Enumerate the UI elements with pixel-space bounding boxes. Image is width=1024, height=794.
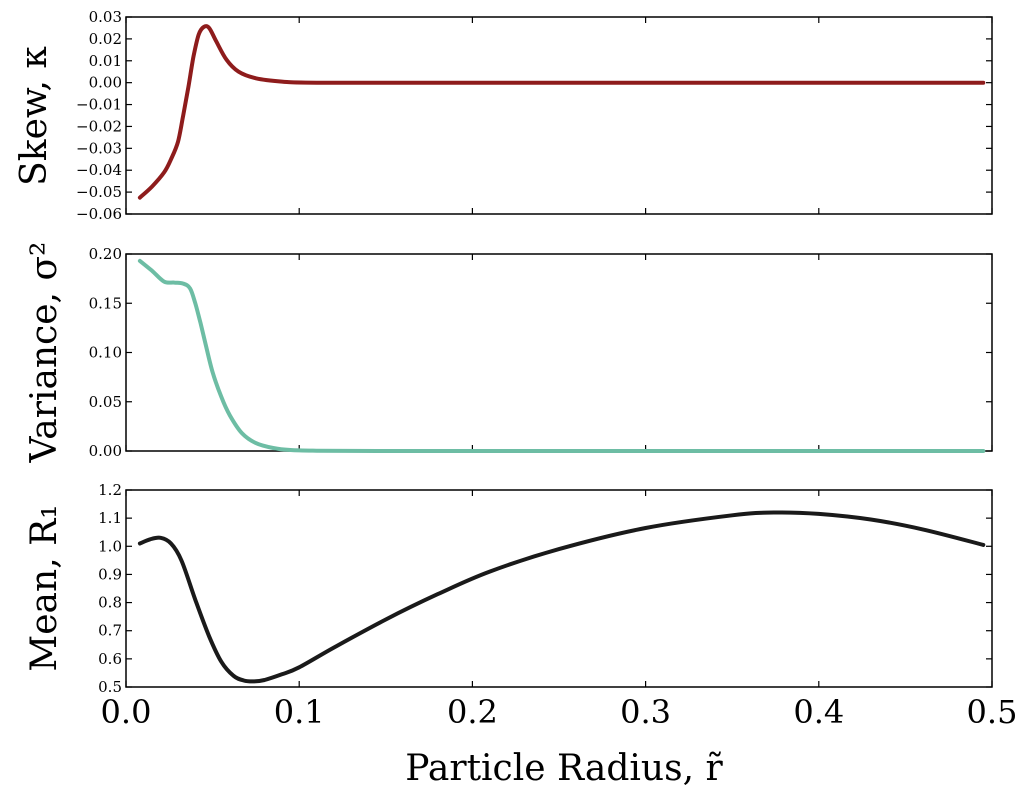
mean-y-ticks: 0.5 0.6 0.7 0.8 0.9 1.0 1.1 1.2 — [98, 481, 992, 696]
mean-y-tick-label: 1.0 — [98, 537, 122, 555]
skew-y-tick-label: −0.06 — [76, 205, 122, 223]
skew-y-tick-label: 0.02 — [89, 30, 122, 48]
skew-y-tick-label: −0.01 — [76, 96, 122, 114]
variance-y-tick-label: 0.15 — [89, 294, 122, 312]
mean-series — [137, 510, 986, 684]
mean-y-tick-label: 0.8 — [98, 594, 122, 612]
skew-series-line — [137, 24, 986, 200]
skew-y-axis-label: Skew, κ — [14, 46, 55, 186]
mean-y-tick-label: 1.2 — [98, 481, 122, 499]
x-tick-label: 0.5 — [967, 693, 1018, 731]
skew-y-tick-label: 0.01 — [89, 52, 122, 70]
skew-y-tick-label: −0.02 — [76, 117, 122, 135]
variance-y-axis-label: Variance, σ² — [24, 242, 65, 464]
variance-y-tick-label: 0.05 — [89, 393, 122, 411]
skew-series — [137, 24, 986, 200]
skew-y-tick-label: 0.03 — [89, 8, 122, 26]
mean-y-tick-label: 0.9 — [98, 565, 122, 583]
variance-panel: 0.00 0.05 0.10 0.15 0.20 Variance, σ² — [24, 242, 993, 464]
mean-panel: 0.5 0.6 0.7 0.8 0.9 1.0 1.1 1.2 0.0 0.1 0.2 0.3 0.4… — [24, 481, 1017, 789]
mean-plot-frame — [125, 489, 993, 688]
x-axis-label: Particle Radius, r̃ — [405, 748, 723, 789]
x-tick-label: 0.1 — [274, 693, 325, 731]
variance-series — [137, 258, 986, 454]
mean-series-line — [137, 510, 986, 684]
mean-x-ticks: 0.0 0.1 0.2 0.3 0.4 0.5 — [101, 490, 1018, 731]
skew-y-tick-label: −0.03 — [76, 139, 122, 157]
variance-y-tick-label: 0.10 — [89, 344, 122, 362]
skew-y-tick-label: −0.05 — [76, 183, 122, 201]
x-tick-label: 0.4 — [793, 693, 844, 731]
mean-y-tick-label: 0.5 — [98, 678, 122, 696]
x-tick-label: 0.0 — [101, 693, 152, 731]
mean-y-tick-label: 1.1 — [98, 509, 122, 527]
variance-y-ticks: 0.00 0.05 0.10 0.15 0.20 — [89, 245, 992, 460]
mean-y-tick-label: 0.6 — [98, 650, 122, 668]
variance-plot-frame — [125, 253, 993, 452]
skew-y-tick-label: −0.04 — [76, 161, 122, 179]
x-tick-label: 0.2 — [447, 693, 498, 731]
skew-x-ticks — [125, 17, 993, 214]
variance-x-ticks — [125, 254, 993, 451]
skew-y-ticks: −0.06 −0.05 −0.04 −0.03 −0.02 −0.01 0.00 0.01 0.… — [76, 8, 992, 223]
x-tick-label: 0.3 — [620, 693, 671, 731]
mean-y-tick-label: 0.7 — [98, 622, 122, 640]
skew-y-tick-label: 0.00 — [89, 74, 122, 92]
skew-plot-frame — [125, 16, 993, 215]
mean-y-axis-label: Mean, R₁ — [24, 504, 65, 671]
variance-y-tick-label: 0.00 — [89, 442, 122, 460]
variance-y-tick-label: 0.20 — [89, 245, 122, 263]
variance-series-line — [137, 258, 986, 454]
skew-panel: −0.06 −0.05 −0.04 −0.03 −0.02 −0.01 0.00 0.01 0.… — [14, 8, 993, 223]
